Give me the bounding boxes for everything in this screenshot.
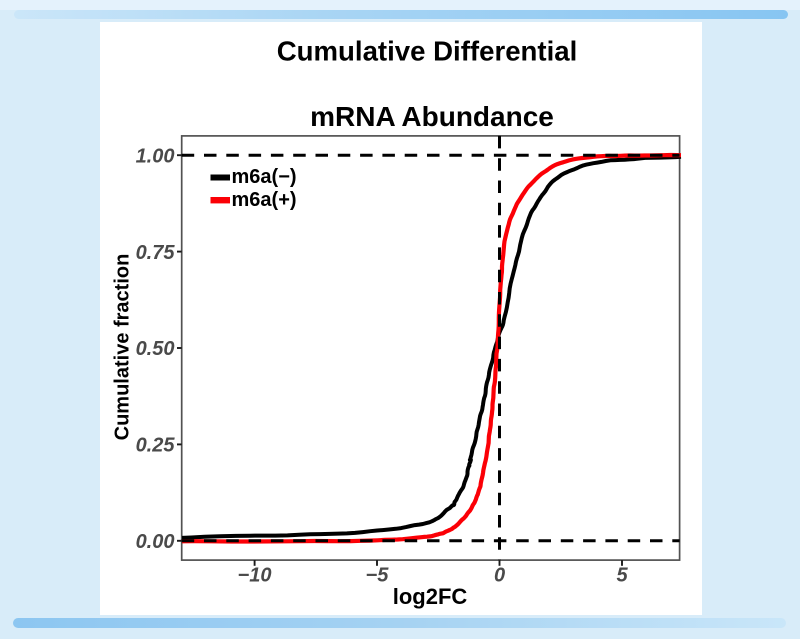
- svg-text:0.00: 0.00: [136, 531, 175, 553]
- svg-text:5: 5: [616, 564, 628, 586]
- svg-text:0.25: 0.25: [136, 435, 176, 457]
- svg-text:−5: −5: [366, 564, 390, 586]
- svg-text:m6a(+): m6a(+): [232, 189, 297, 211]
- svg-text:1.00: 1.00: [136, 145, 175, 167]
- svg-text:mRNA Abundance: mRNA Abundance: [310, 101, 554, 132]
- svg-text:log2FC: log2FC: [393, 584, 468, 609]
- svg-text:−10: −10: [238, 564, 272, 586]
- svg-text:m6a(−): m6a(−): [232, 166, 297, 188]
- svg-text:0.50: 0.50: [136, 338, 175, 360]
- svg-text:Cumulative fraction: Cumulative fraction: [112, 254, 134, 441]
- svg-text:0: 0: [494, 564, 505, 586]
- svg-text:Cumulative Differential: Cumulative Differential: [277, 36, 578, 67]
- svg-text:0.75: 0.75: [136, 242, 176, 264]
